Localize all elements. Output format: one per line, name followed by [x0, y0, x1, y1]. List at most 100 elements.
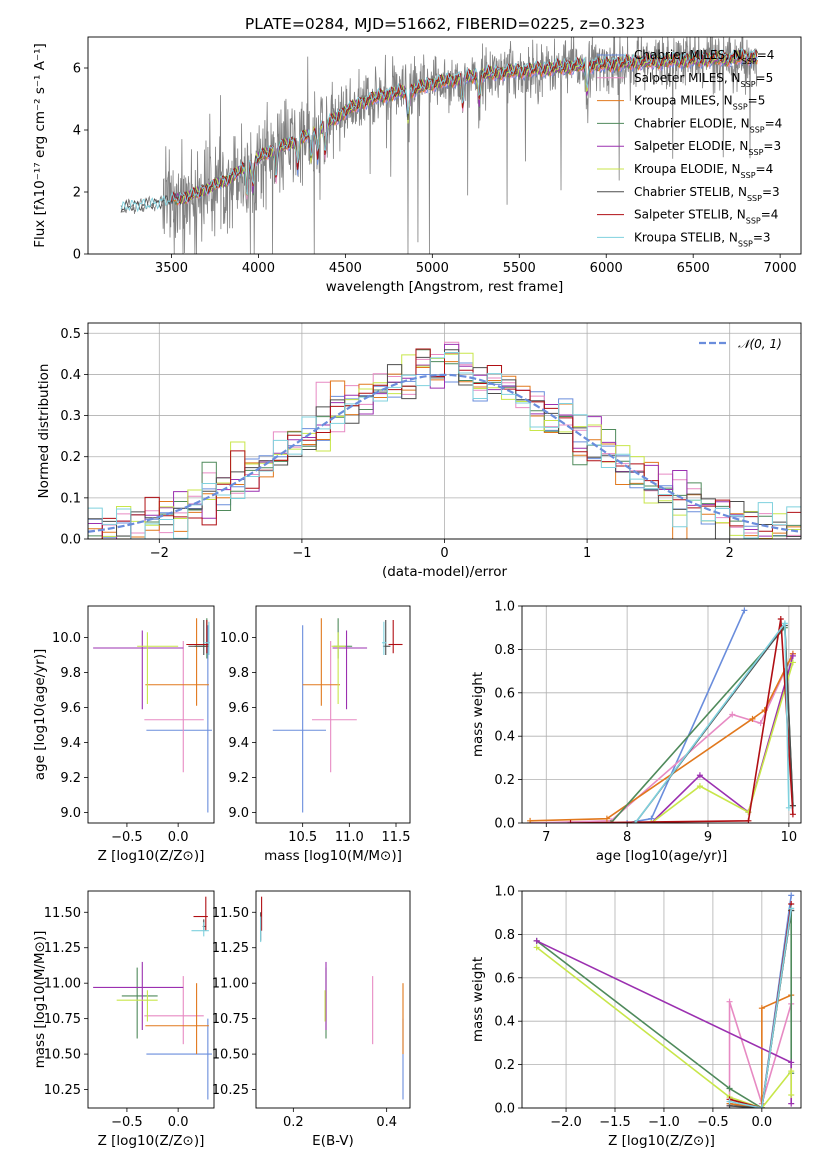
- y-tick-label: 9.8: [228, 666, 249, 681]
- legend-label-chabrier-elodie: Chabrier ELODIE, NSSP=4: [634, 116, 782, 133]
- weight-line-kroupa-stelib: [729, 908, 793, 1108]
- y-tick-label: 9.2: [228, 771, 249, 786]
- y-tick-label: 9.6: [60, 701, 81, 716]
- x-tick-label: 8: [623, 830, 631, 845]
- age-vs-mass-panel: 10.5 11.0 11.5 9.0 9.2 9.4 9.6 9.8 10.0 mass [log…: [220, 605, 411, 864]
- plot-area: [93, 896, 212, 1100]
- errorbar-chabrier-miles: [146, 625, 212, 813]
- y-tick-label: 0.8: [494, 643, 515, 658]
- errorbar-kroupa-stelib: [203, 621, 210, 655]
- x-tick-label: −1.5: [599, 1115, 631, 1130]
- figure-title: PLATE=0284, MJD=51662, FIBERID=0225, z=0…: [245, 15, 645, 33]
- errorbar-salpeter-stelib: [388, 620, 403, 654]
- legend: 𝒩(0, 1): [699, 337, 782, 351]
- y-tick-label: 6: [73, 62, 81, 77]
- weight-marker-salpeter-elodie: [788, 1059, 795, 1066]
- weight-marker-kroupa-elodie: [788, 1068, 795, 1075]
- y-tick-label: 11.25: [212, 941, 249, 956]
- weight-marker-chabrier-elodie: [607, 820, 614, 823]
- y-tick-label: 10.0: [220, 631, 249, 646]
- y-axis-label: Flux [fλ10⁻¹⁷ erg cm⁻² s⁻¹ A⁻¹]: [32, 43, 48, 248]
- y-tick-label: 11.00: [44, 977, 81, 992]
- errorbar-kroupa-elodie: [137, 632, 179, 704]
- weight-line-kroupa-miles: [729, 994, 792, 1108]
- weight-marker-kroupa-elodie: [648, 820, 655, 823]
- axes-frame: [87, 605, 215, 824]
- x-tick-label: −1.0: [648, 1115, 680, 1130]
- legend: Chabrier MILES, NSSP=4 Salpeter MILES, NS…: [597, 48, 782, 248]
- y-tick-label: 9.2: [60, 771, 81, 786]
- x-tick-label: 11.5: [382, 830, 411, 845]
- errorbar-chabrier-miles: [272, 625, 326, 813]
- weight-marker-salpeter-miles: [726, 998, 733, 1005]
- mass-weight-vs-age-panel: 7 8 9 10 0.0 0.2 0.4 0.6 0.8 1.0 age [log10(age/yr…: [470, 600, 802, 864]
- errorbar-kroupa-elodie: [331, 632, 346, 704]
- y-tick-label: 9.6: [228, 701, 249, 716]
- legend-label-kroupa-stelib: Kroupa STELIB, NSSP=3: [634, 230, 771, 248]
- errorbar-salpeter-stelib: [193, 896, 208, 931]
- mass-weight-vs-metallicity-panel: −2.0 −1.5 −1.0 −0.5 0.0 0.0 0.2 0.4 0.6 0.8 1.0 Z […: [470, 885, 802, 1149]
- x-tick-label: 4500: [329, 261, 362, 276]
- spectrum-panel: 3500 4000 4500 5000 5500 6000 6500 7000 0 2 4 6 wave…: [32, 36, 802, 295]
- x-tick-label: 6000: [590, 261, 623, 276]
- weight-marker-kroupa-elodie: [533, 944, 540, 951]
- mass-vs-metallicity-panel: −0.5 0.0 10.25 10.50 10.75 11.00 11.25 11.50 Z […: [32, 890, 215, 1149]
- x-tick-label: 0.0: [168, 1115, 189, 1130]
- errorbar-salpeter-stelib: [186, 620, 209, 654]
- y-tick-label: 1.0: [494, 600, 515, 615]
- x-tick-label: −2: [150, 546, 169, 561]
- x-tick-label: −2.0: [550, 1115, 582, 1130]
- y-tick-label: 11.00: [212, 977, 249, 992]
- x-tick-label: 5500: [503, 261, 536, 276]
- errorbar-chabrier-miles: [146, 1018, 212, 1100]
- x-tick-label: 3500: [155, 261, 188, 276]
- y-tick-label: 2: [73, 186, 81, 201]
- weight-marker-kroupa-stelib: [758, 1105, 765, 1108]
- y-tick-label: 10.25: [44, 1083, 81, 1098]
- weight-marker-chabrier-miles: [741, 607, 748, 614]
- weight-marker-kroupa-miles: [749, 715, 756, 722]
- legend-label-salpeter-stelib: Salpeter STELIB, NSSP=4: [634, 208, 778, 226]
- y-tick-label: 10.25: [212, 1083, 249, 1098]
- plot-area: [120, 37, 758, 254]
- x-tick-label: 10: [781, 830, 798, 845]
- weight-marker-kroupa-elodie: [696, 783, 703, 790]
- x-tick-label: 0.0: [168, 830, 189, 845]
- axes-frame: [521, 605, 802, 824]
- weight-marker-kroupa-stelib: [726, 1098, 733, 1105]
- y-tick-label: 10.50: [212, 1048, 249, 1063]
- y-tick-label: 9.4: [60, 736, 81, 751]
- weight-marker-kroupa-stelib: [788, 905, 795, 912]
- x-axis-label: wavelength [Angstrom, rest frame]: [326, 279, 564, 295]
- y-axis-label: Normed distribution: [36, 364, 52, 499]
- y-tick-label: 0.6: [494, 971, 515, 986]
- weight-line-chabrier-elodie: [610, 625, 794, 823]
- x-tick-label: 7000: [764, 261, 797, 276]
- y-tick-label: 10.50: [44, 1048, 81, 1063]
- weight-marker-salpeter-elodie: [788, 1100, 795, 1107]
- x-tick-label: 4000: [242, 261, 275, 276]
- y-tick-label: 11.25: [44, 941, 81, 956]
- weight-marker-chabrier-elodie: [726, 1085, 733, 1092]
- y-tick-label: 9.0: [60, 806, 81, 821]
- x-tick-label: 0.0: [751, 1115, 772, 1130]
- weight-marker-kroupa-miles: [758, 1005, 765, 1012]
- weight-marker-kroupa-stelib: [785, 804, 792, 811]
- y-tick-label: 0.4: [494, 1015, 515, 1030]
- y-tick-label: 4: [73, 124, 81, 139]
- weight-line-chabrier-miles: [530, 610, 746, 823]
- legend-label-kroupa-miles: Kroupa MILES, NSSP=5: [634, 94, 765, 112]
- weight-line-chabrier-elodie: [536, 910, 793, 1108]
- errorbar-salpeter-miles: [144, 976, 204, 1045]
- plot-area: [93, 618, 212, 813]
- errorbar-salpeter-elodie: [93, 630, 184, 710]
- errorbar-chabrier-stelib: [188, 620, 209, 655]
- weight-marker-kroupa-stelib: [632, 820, 639, 823]
- errorbar-salpeter-elodie: [93, 961, 184, 1030]
- y-tick-label: 10.75: [212, 1012, 249, 1027]
- histogram-salpeter-elodie: [88, 343, 801, 539]
- y-tick-label: 0.4: [60, 368, 81, 383]
- x-tick-label: 7: [542, 830, 550, 845]
- y-axis-label: mass [log10(M/M⊙)]: [32, 931, 48, 1069]
